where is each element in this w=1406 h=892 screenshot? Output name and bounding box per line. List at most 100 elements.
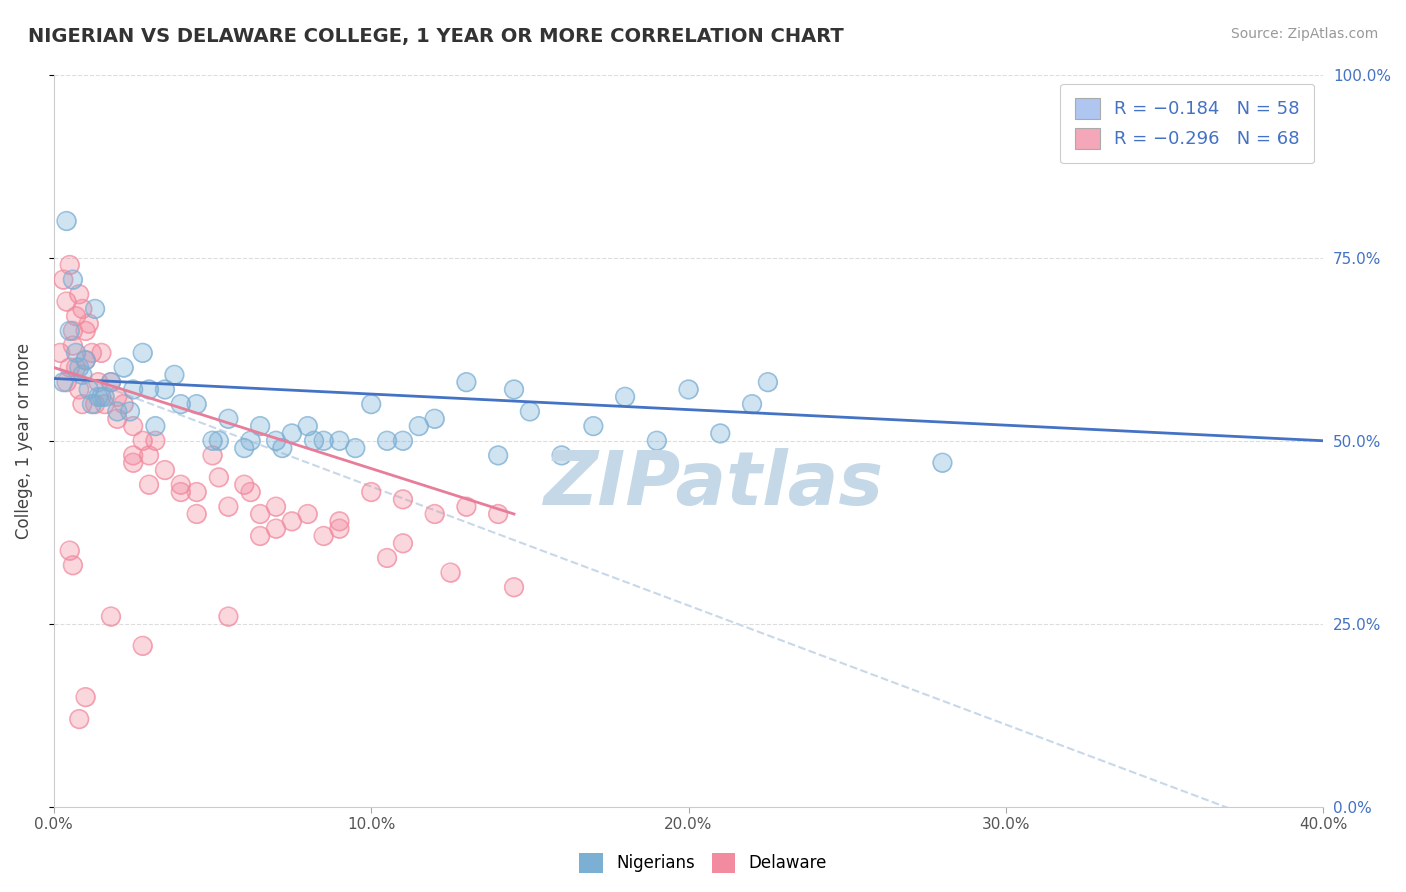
- Point: [360, 485, 382, 500]
- Point: [375, 550, 398, 565]
- Point: [239, 485, 262, 500]
- Point: [67, 712, 90, 726]
- Point: [62, 558, 84, 573]
- Point: [59, 258, 82, 272]
- Point: [456, 375, 478, 389]
- Point: [59, 258, 82, 272]
- Point: [328, 514, 350, 528]
- Point: [456, 500, 478, 514]
- Point: [423, 507, 446, 521]
- Point: [59, 360, 82, 375]
- Point: [201, 449, 224, 463]
- Point: [65, 346, 87, 360]
- Point: [163, 368, 186, 382]
- Point: [360, 397, 382, 411]
- Point: [233, 441, 256, 455]
- Point: [375, 550, 398, 565]
- Point: [201, 434, 224, 448]
- Point: [645, 434, 668, 448]
- Point: [392, 492, 415, 507]
- Point: [112, 360, 135, 375]
- Point: [62, 558, 84, 573]
- Point: [67, 383, 90, 397]
- Point: [328, 434, 350, 448]
- Point: [87, 390, 110, 404]
- Point: [392, 536, 415, 550]
- Point: [239, 434, 262, 448]
- Point: [138, 449, 160, 463]
- Point: [87, 375, 110, 389]
- Point: [217, 609, 239, 624]
- Point: [112, 360, 135, 375]
- Point: [302, 434, 325, 448]
- Point: [486, 507, 509, 521]
- Point: [170, 477, 193, 491]
- Point: [87, 375, 110, 389]
- Point: [297, 419, 319, 434]
- Point: [186, 507, 208, 521]
- Point: [153, 383, 176, 397]
- Point: [105, 404, 128, 418]
- Point: [281, 426, 304, 441]
- Point: [62, 272, 84, 286]
- Point: [709, 426, 731, 441]
- Point: [55, 214, 77, 228]
- Point: [208, 470, 231, 484]
- Point: [84, 301, 107, 316]
- Point: [100, 375, 122, 389]
- Point: [503, 383, 526, 397]
- Point: [145, 419, 167, 434]
- Point: [392, 434, 415, 448]
- Point: [84, 397, 107, 411]
- Point: [297, 419, 319, 434]
- Point: [741, 397, 763, 411]
- Point: [281, 514, 304, 528]
- Point: [77, 317, 100, 331]
- Point: [233, 441, 256, 455]
- Point: [72, 301, 94, 316]
- Point: [249, 507, 271, 521]
- Point: [217, 609, 239, 624]
- Point: [93, 397, 115, 411]
- Point: [52, 375, 75, 389]
- Point: [67, 287, 90, 301]
- Legend: Nigerians, Delaware: Nigerians, Delaware: [572, 847, 834, 880]
- Point: [302, 434, 325, 448]
- Point: [756, 375, 779, 389]
- Point: [49, 346, 72, 360]
- Point: [59, 543, 82, 558]
- Point: [264, 434, 287, 448]
- Point: [62, 338, 84, 352]
- Point: [105, 404, 128, 418]
- Point: [486, 449, 509, 463]
- Point: [122, 456, 145, 470]
- Point: [90, 390, 112, 404]
- Point: [170, 397, 193, 411]
- Point: [328, 522, 350, 536]
- Point: [112, 397, 135, 411]
- Point: [709, 426, 731, 441]
- Point: [271, 441, 294, 455]
- Point: [186, 485, 208, 500]
- Point: [80, 397, 103, 411]
- Point: [90, 390, 112, 404]
- Point: [423, 411, 446, 425]
- Point: [145, 419, 167, 434]
- Point: [80, 346, 103, 360]
- Point: [59, 324, 82, 338]
- Point: [375, 434, 398, 448]
- Point: [328, 514, 350, 528]
- Point: [170, 485, 193, 500]
- Point: [217, 500, 239, 514]
- Point: [550, 449, 572, 463]
- Point: [55, 294, 77, 309]
- Point: [80, 346, 103, 360]
- Point: [75, 324, 97, 338]
- Point: [75, 690, 97, 705]
- Point: [186, 507, 208, 521]
- Point: [77, 383, 100, 397]
- Point: [208, 470, 231, 484]
- Point: [77, 317, 100, 331]
- Point: [678, 383, 700, 397]
- Point: [90, 346, 112, 360]
